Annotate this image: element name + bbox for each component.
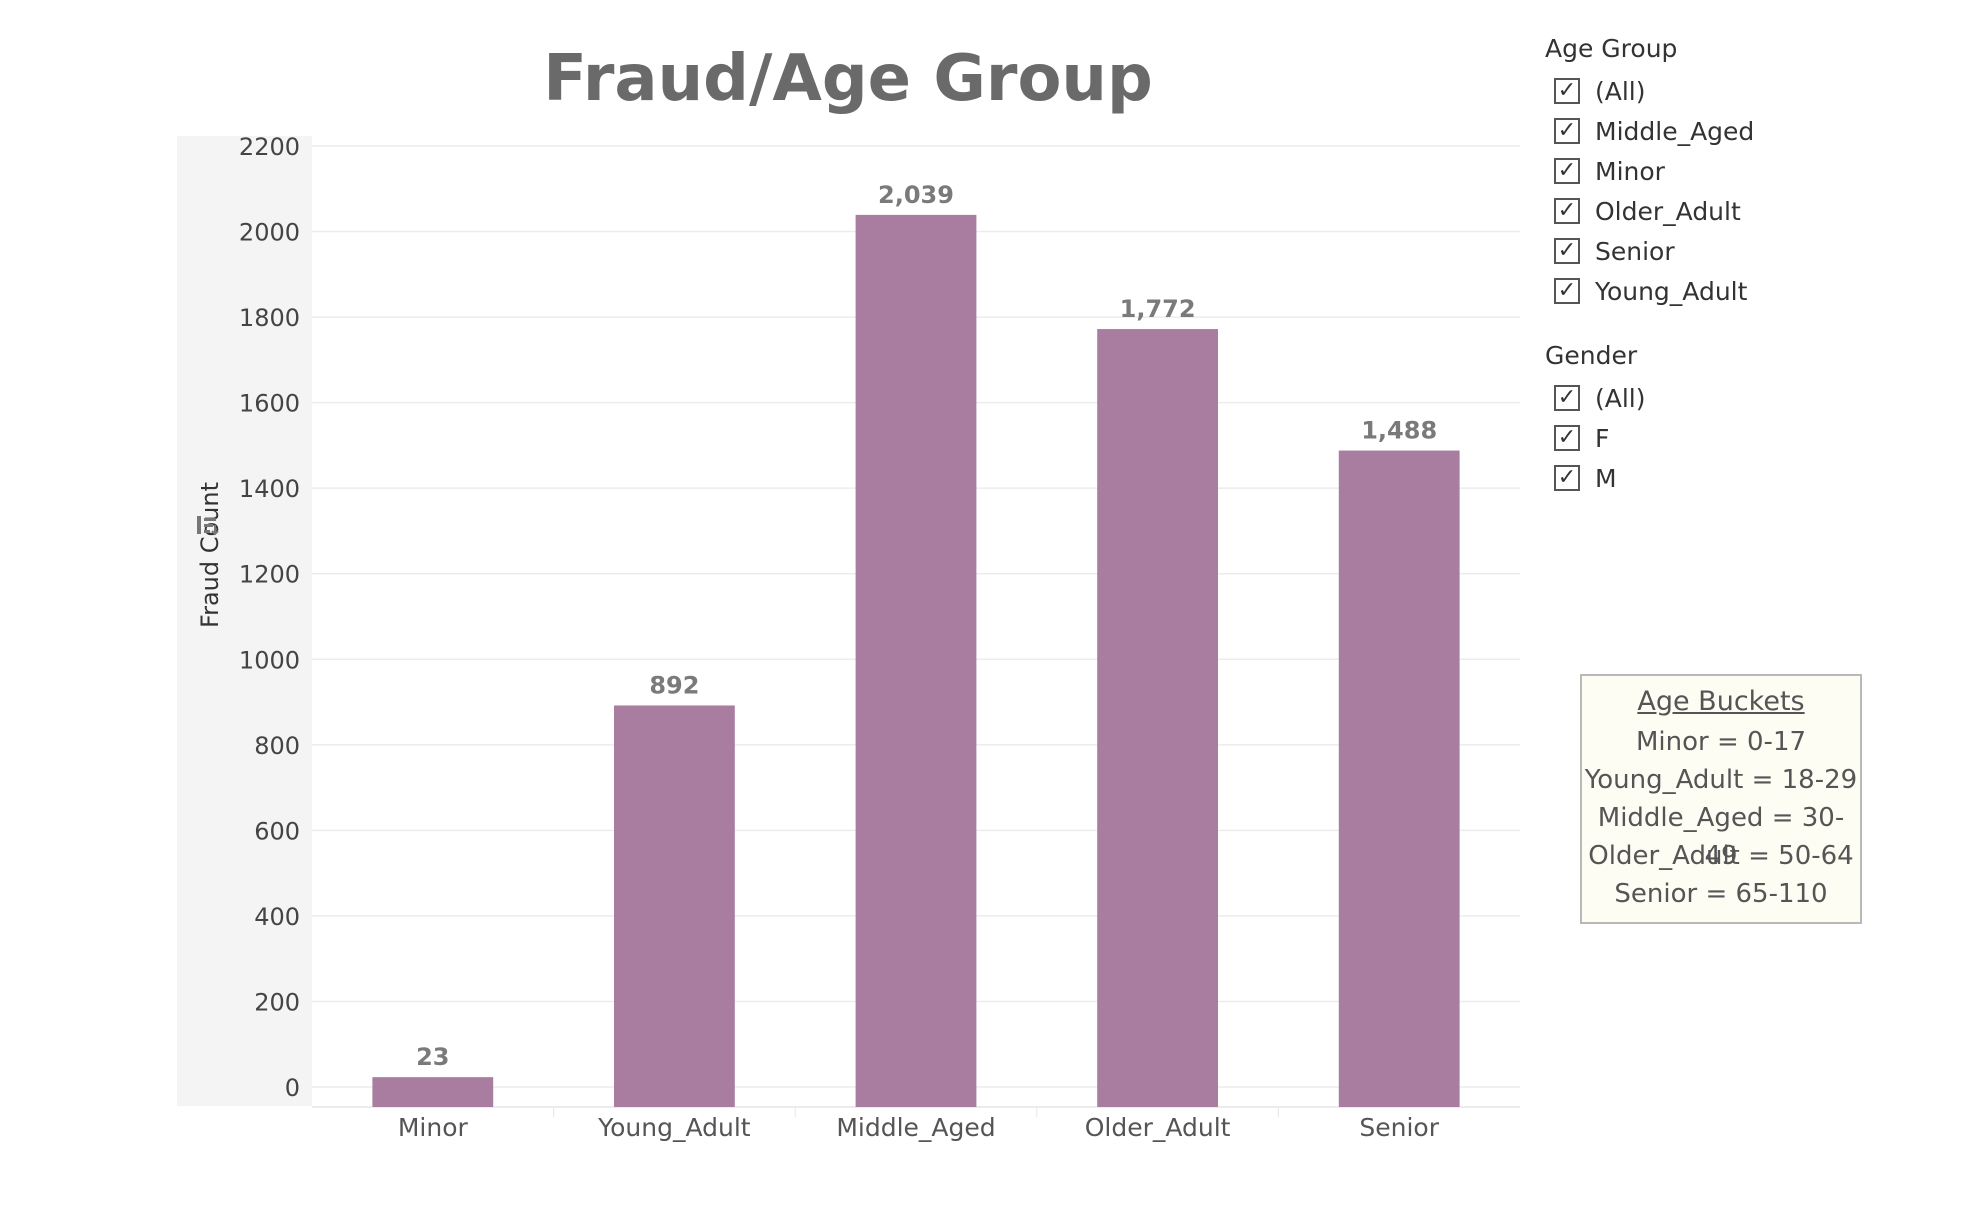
y-tick-labels: 0 200 400 600 800 1000 1200 1400 1600 1800 2000 220… (239, 133, 300, 1102)
bar-middle-aged[interactable] (855, 214, 977, 1108)
checkbox[interactable]: ✓ (1554, 158, 1580, 184)
check-icon: ✓ (1557, 158, 1577, 183)
x-tick-label: Young_Adult (597, 1113, 751, 1142)
filter-option-label: Minor (1595, 156, 1665, 186)
checkbox[interactable]: ✓ (1554, 425, 1580, 451)
y-tick-label: 2000 (239, 219, 300, 247)
filter-option[interactable]: ✓ M (1545, 458, 1875, 498)
legend-line: Middle_Aged = 30-49 (1597, 803, 1845, 871)
y-tick-label: 400 (254, 903, 300, 931)
checkbox[interactable]: ✓ (1554, 278, 1580, 304)
age-buckets-legend: Age Buckets Minor = 0-17 Young_Adult = 1… (1580, 674, 1862, 924)
bar-young-adult[interactable] (614, 705, 735, 1107)
checkbox[interactable]: ✓ (1554, 385, 1580, 411)
data-label: 1,488 (1361, 417, 1437, 445)
legend-title: Age Buckets (1637, 686, 1805, 717)
filter-option-label: Older_Adult (1595, 196, 1741, 226)
filter-option[interactable]: ✓ Middle_Aged (1545, 111, 1875, 151)
y-tick-label: 1600 (239, 390, 300, 418)
checkbox[interactable]: ✓ (1554, 118, 1580, 144)
data-label: 2,039 (878, 181, 954, 209)
y-tick-label: 1400 (239, 475, 300, 503)
filter-option[interactable]: ✓ Senior (1545, 231, 1875, 271)
check-icon: ✓ (1557, 118, 1577, 143)
y-axis-label: Fraud Count (196, 482, 224, 628)
bar-older-adult[interactable] (1097, 329, 1218, 1107)
check-icon: ✓ (1557, 198, 1577, 223)
y-tick-label: 2200 (239, 133, 300, 161)
legend-line: Young_Adult = 18-29 (1584, 765, 1858, 795)
y-axis-band (177, 136, 312, 1106)
filter-option-label: (All) (1595, 76, 1646, 106)
filter-option[interactable]: ✓ Young_Adult (1545, 271, 1875, 311)
data-label: 23 (416, 1043, 449, 1071)
x-tick-label: Senior (1359, 1113, 1439, 1142)
y-tick-label: 1800 (239, 304, 300, 332)
gender-filter-title: Gender (1545, 341, 1638, 370)
filter-option-label: (All) (1595, 383, 1646, 413)
y-tick-label: 200 (254, 988, 300, 1016)
age-group-filter-title: Age Group (1545, 34, 1678, 63)
check-icon: ✓ (1557, 238, 1577, 263)
bar-minor[interactable] (372, 1077, 494, 1107)
filter-option[interactable]: ✓ (All) (1545, 71, 1875, 111)
y-axis-title: Fraud Count (196, 482, 224, 628)
bar-senior[interactable] (1338, 450, 1460, 1107)
y-tick-label: 600 (254, 817, 300, 845)
checkbox[interactable]: ✓ (1554, 465, 1580, 491)
y-tick-label: 0 (285, 1074, 300, 1102)
bars (372, 214, 1460, 1108)
legend-line: Senior = 65-110 (1614, 879, 1828, 909)
legend-line: Minor = 0-17 (1635, 727, 1807, 757)
y-tick-label: 1000 (239, 646, 300, 674)
legend-line: Older_Adult = 50-64 (1588, 841, 1854, 871)
checkbox[interactable]: ✓ (1554, 238, 1580, 264)
check-icon: ✓ (1557, 465, 1577, 490)
filter-option-label: Middle_Aged (1595, 116, 1755, 146)
fraud-age-chart: Fraud/Age Group 0 200 400 600 800 1000 1200 140… (177, 42, 1520, 1142)
chart-title: Fraud/Age Group (543, 42, 1153, 116)
x-tick-label: Middle_Aged (836, 1113, 995, 1142)
x-tick-labels: Minor Young_Adult Middle_Aged Older_Adult Se… (398, 1107, 1440, 1142)
filter-option-label: Young_Adult (1595, 276, 1748, 306)
check-icon: ✓ (1557, 78, 1577, 103)
check-icon: ✓ (1557, 278, 1577, 303)
filter-option-label: F (1595, 423, 1610, 453)
checkbox[interactable]: ✓ (1554, 78, 1580, 104)
x-tick-label: Older_Adult (1085, 1113, 1231, 1142)
gender-filter: Gender ✓ (All) ✓ F ✓ M (1545, 341, 1875, 498)
y-tick-label: 800 (254, 732, 300, 760)
check-icon: ✓ (1557, 385, 1577, 410)
age-group-filter: Age Group ✓ (All) ✓ Middle_Aged ✓ Minor ✓ Older… (1545, 34, 1875, 311)
filter-option[interactable]: ✓ Minor (1545, 151, 1875, 191)
filter-option[interactable]: ✓ Older_Adult (1545, 191, 1875, 231)
x-tick-label: Minor (398, 1113, 469, 1142)
data-label: 892 (649, 671, 699, 699)
filter-option-label: Senior (1595, 236, 1675, 266)
filter-option[interactable]: ✓ (All) (1545, 378, 1875, 418)
check-icon: ✓ (1557, 425, 1577, 450)
sort-icon[interactable] (197, 516, 219, 536)
filter-option[interactable]: ✓ F (1545, 418, 1875, 458)
data-labels: 23 892 2,039 1,772 1,488 (416, 181, 1437, 1071)
filter-option-label: M (1595, 463, 1617, 493)
data-label: 1,772 (1120, 295, 1196, 323)
checkbox[interactable]: ✓ (1554, 198, 1580, 224)
y-tick-label: 1200 (239, 561, 300, 589)
